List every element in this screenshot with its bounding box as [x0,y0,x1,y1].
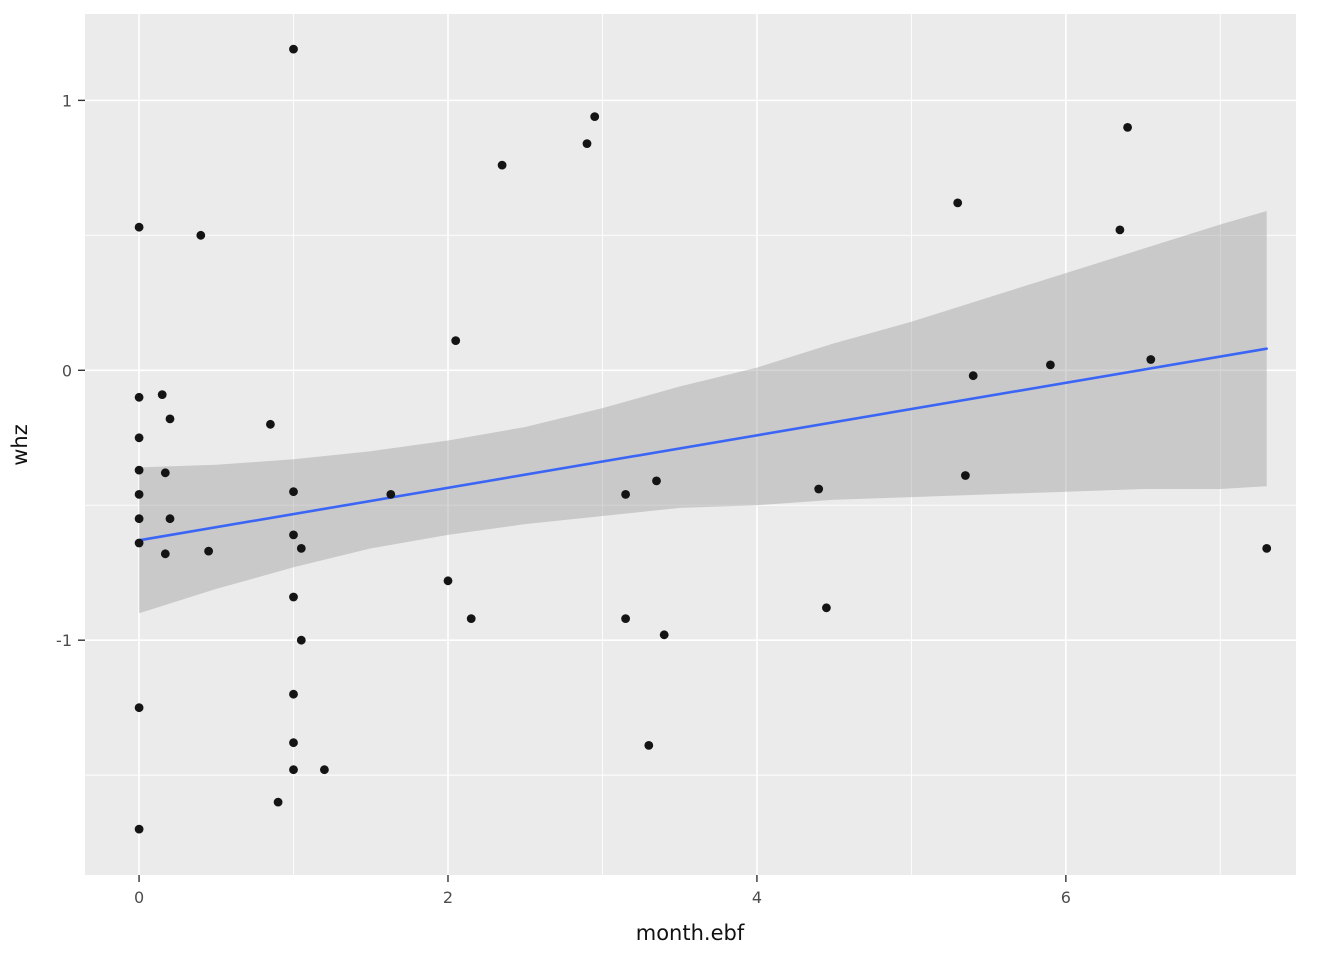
data-point [497,160,507,170]
data-point [296,544,306,553]
x-axis-tick-label: 6 [1061,888,1071,907]
data-point [590,112,600,121]
confidence-ribbon [139,211,1267,614]
data-point [644,741,654,750]
y-axis-title: whz [8,424,32,466]
minor-gridlines [85,14,1296,875]
data-point [582,139,592,149]
data-point [289,738,298,748]
data-point [1046,360,1055,370]
data-point [204,546,214,556]
data-point [1123,123,1132,132]
regression-line [137,347,1268,542]
data-point [165,514,175,524]
major-gridlines [85,14,1296,875]
data-point [134,703,144,713]
data-point [451,336,461,345]
data-point [157,390,167,399]
y-axis-tick-label: 1 [62,91,72,110]
data-point [289,689,298,699]
data-point [134,514,144,524]
data-point [289,592,298,602]
data-point [289,765,298,775]
data-point [134,490,144,499]
x-axis-tick-label: 0 [134,888,144,907]
data-point [961,471,970,480]
data-point [296,635,306,645]
plot-panel-layer [85,14,1296,875]
data-point [953,198,963,208]
data-point [134,222,144,232]
data-point [659,630,669,640]
data-point [165,414,175,424]
data-point [134,824,144,834]
confidence-ribbon-layer [139,211,1267,614]
data-point [266,419,275,429]
data-point [289,530,298,540]
data-point [968,371,978,381]
data-point [134,433,144,443]
data-point [134,392,144,402]
data-point [652,476,661,486]
data-point [273,797,283,807]
y-axis-tick-label: 0 [62,361,72,380]
data-point [621,490,630,499]
data-point [289,44,298,54]
data-point [160,468,170,478]
data-point [1146,355,1156,364]
scatter-points-layer [134,44,1272,834]
data-point [289,487,298,497]
data-point [134,465,144,475]
data-point [1115,225,1125,235]
data-point [443,576,453,586]
x-axis-tick-label: 4 [752,888,762,907]
y-axis-tick-label: -1 [56,631,72,650]
data-point [621,614,630,623]
data-point [386,490,396,499]
data-point [320,765,329,775]
data-point [134,538,144,548]
data-point [160,549,170,559]
data-point [196,230,206,240]
data-point [822,603,831,613]
regression-line-layer [137,347,1268,542]
data-point [814,484,824,494]
axis-ticks-layer: 0 2 4 6 -1 0 1 [56,91,1071,907]
x-axis-tick-label: 2 [443,888,453,907]
data-point [1262,544,1272,553]
plot-panel-background [85,14,1296,875]
x-axis-title: month.ebf [636,921,745,945]
data-point [466,614,476,623]
